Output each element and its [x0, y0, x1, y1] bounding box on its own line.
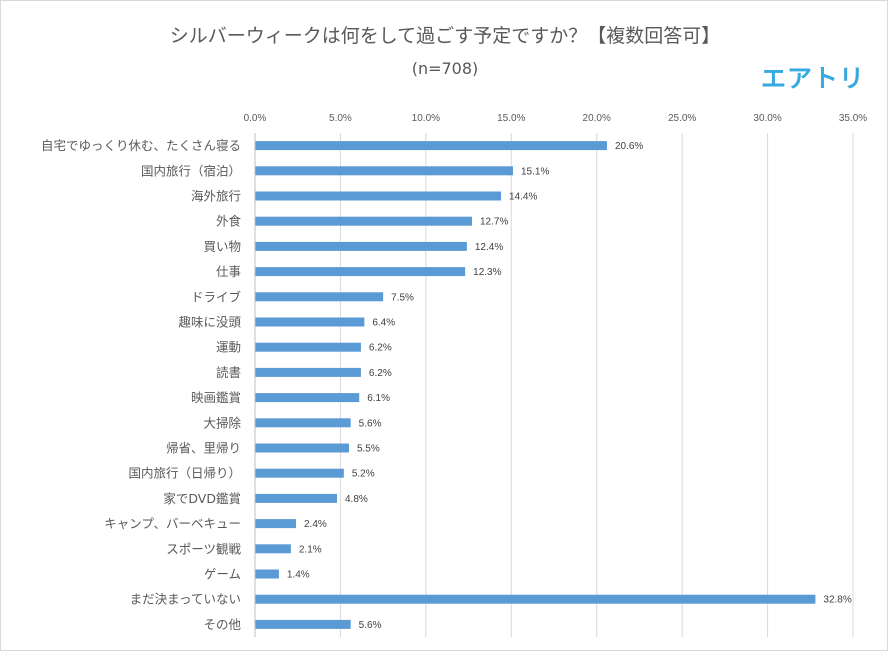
value-label: 5.5%: [357, 444, 380, 455]
x-tick-label: 5.0%: [329, 113, 352, 124]
category-label: 海外旅行: [191, 189, 241, 204]
value-label: 14.4%: [509, 192, 537, 203]
category-label: キャンプ、バーベキュー: [104, 516, 241, 531]
bar: [255, 619, 351, 629]
chart-subtitle: (n=708): [411, 59, 479, 78]
bar: [255, 241, 467, 251]
bar: [255, 594, 816, 604]
bar: [255, 493, 338, 503]
value-label: 1.4%: [287, 570, 310, 581]
category-label: 家でDVD鑑賞: [163, 491, 241, 506]
value-label: 2.4%: [304, 519, 327, 530]
value-label: 6.1%: [367, 393, 390, 404]
category-label: 帰省、里帰り: [166, 441, 241, 456]
category-label: 外食: [216, 214, 242, 229]
x-tick-label: 30.0%: [753, 113, 781, 124]
value-label: 5.6%: [359, 418, 382, 429]
category-label: 仕事: [216, 264, 241, 279]
bar: [255, 317, 365, 327]
x-tick-label: 15.0%: [497, 113, 525, 124]
value-label: 5.2%: [352, 469, 375, 480]
category-label: スポーツ観戦: [166, 541, 241, 556]
x-tick-label: 20.0%: [583, 113, 611, 124]
gridlines: [339, 133, 854, 637]
bar: [255, 292, 384, 302]
bar: [255, 393, 360, 403]
bar: [255, 166, 513, 176]
bar: [255, 216, 472, 226]
value-label: 12.3%: [473, 267, 501, 278]
category-label: ドライブ: [191, 289, 242, 304]
value-label: 6.2%: [369, 368, 392, 379]
value-label: 5.6%: [359, 620, 382, 631]
chart-title: シルバーウィークは何をして過ごす予定ですか？【複数回答可】: [169, 25, 721, 47]
bar: [255, 569, 279, 579]
category-label: その他: [203, 617, 241, 632]
bar: [255, 468, 344, 478]
category-label: まだ決まっていない: [130, 592, 241, 607]
x-tick-label: 0.0%: [244, 113, 267, 124]
value-label: 12.4%: [475, 242, 503, 253]
category-label: 映画鑑賞: [191, 390, 241, 405]
category-label: 趣味に没頭: [178, 315, 241, 330]
x-tick-label: 35.0%: [839, 113, 867, 124]
value-label: 6.2%: [369, 343, 392, 354]
bar: [255, 418, 351, 428]
x-tick-label: 10.0%: [412, 113, 440, 124]
value-label: 6.4%: [372, 318, 395, 329]
value-label: 2.1%: [299, 544, 322, 555]
bar: [255, 367, 361, 377]
value-label: 7.5%: [391, 292, 414, 303]
value-label: 15.1%: [521, 166, 549, 177]
category-label: 運動: [216, 340, 241, 355]
category-label: 大掃除: [203, 415, 241, 430]
bars: [255, 141, 816, 629]
value-label: 32.8%: [823, 595, 851, 606]
bar: [255, 342, 361, 352]
category-label: 買い物: [203, 239, 241, 254]
x-tick-label: 25.0%: [668, 113, 696, 124]
brand-logo: エアトリ: [761, 64, 866, 93]
x-axis-tick-labels: 0.0% 5.0% 10.0% 15.0% 20.0% 25.0% 30.0% 35.0%: [244, 113, 868, 124]
bar: [255, 519, 297, 529]
category-label: 読書: [216, 365, 241, 380]
category-label: 自宅でゆっくり休む、たくさん寝る: [41, 138, 241, 153]
bar: [255, 443, 349, 453]
value-labels: 20.6% 15.1% 14.4% 12.7% 12.4% 12.3% 7.5% 6.4% 6.…: [287, 141, 852, 631]
value-label: 12.7%: [480, 217, 508, 228]
value-label: 20.6%: [615, 141, 643, 152]
category-label: 国内旅行（日帰り）: [128, 466, 241, 481]
bar: [255, 141, 607, 151]
bar: [255, 191, 502, 201]
category-label: ゲーム: [204, 567, 241, 582]
category-label: 国内旅行（宿泊）: [141, 163, 241, 178]
value-label: 4.8%: [345, 494, 368, 505]
bar: [255, 267, 466, 277]
bar: [255, 544, 291, 554]
